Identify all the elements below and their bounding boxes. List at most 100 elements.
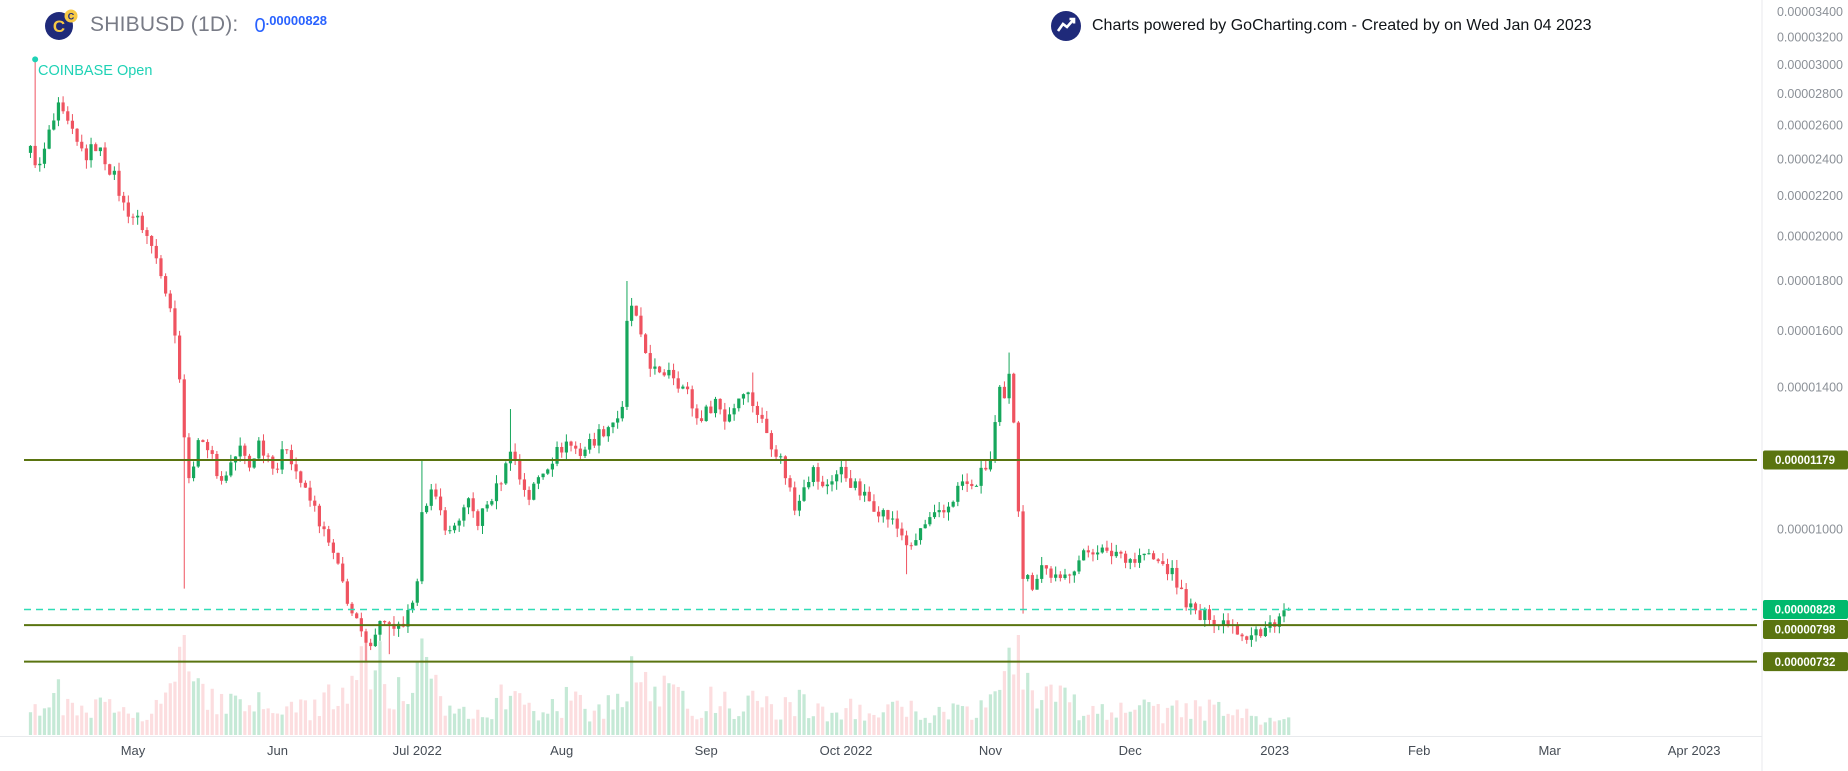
candle <box>839 460 843 483</box>
candle <box>984 460 988 471</box>
candle <box>816 462 820 490</box>
candle <box>238 437 242 462</box>
candle <box>802 479 806 502</box>
candle <box>807 476 811 490</box>
y-axis-label: 0.00003400 <box>1777 5 1843 19</box>
candle <box>564 434 568 461</box>
candle <box>583 446 587 458</box>
svg-text:0.00000732: 0.00000732 <box>1775 657 1836 669</box>
candle <box>103 142 107 171</box>
candle <box>522 473 527 497</box>
candle <box>974 484 979 487</box>
candle <box>863 484 867 502</box>
candle <box>569 440 573 452</box>
candle <box>1091 548 1095 562</box>
candle <box>1044 565 1048 575</box>
candle <box>159 255 163 279</box>
candle <box>285 449 289 455</box>
candle <box>84 144 88 169</box>
candle <box>1203 607 1207 627</box>
candle <box>667 362 671 379</box>
candle <box>457 518 461 532</box>
candle <box>178 330 182 383</box>
candle <box>1175 559 1179 595</box>
candle <box>1184 583 1188 611</box>
candle <box>140 212 144 234</box>
candle <box>98 147 102 157</box>
attribution: Charts powered by GoCharting.com - Creat… <box>1050 10 1592 42</box>
candle <box>699 410 704 423</box>
candle <box>448 525 452 534</box>
x-axis-label: 2023 <box>1260 743 1289 758</box>
candle <box>443 507 447 536</box>
candle <box>1137 548 1142 568</box>
x-axis-label: Sep <box>695 743 718 758</box>
candle <box>94 142 98 152</box>
candle <box>411 600 415 613</box>
candle <box>1110 542 1114 565</box>
candle <box>415 578 419 606</box>
candle <box>452 522 457 534</box>
candle <box>345 578 349 606</box>
candle <box>611 422 615 434</box>
levels-layer <box>24 459 1757 663</box>
candle <box>858 478 862 501</box>
y-axis-label: 0.00001000 <box>1777 523 1843 537</box>
candle <box>877 506 881 523</box>
symbol-title[interactable]: SHIBUSD (1D): <box>90 13 239 36</box>
candle <box>145 227 149 245</box>
candle <box>462 504 466 527</box>
candle <box>932 504 937 519</box>
candle <box>779 453 783 464</box>
candle <box>811 465 815 487</box>
x-axis-label: Oct 2022 <box>820 743 873 758</box>
candle <box>881 508 885 523</box>
candle <box>136 209 140 225</box>
candle <box>429 483 433 511</box>
candle <box>313 495 317 512</box>
candle <box>168 290 172 313</box>
candle <box>923 519 927 529</box>
candle <box>602 425 606 438</box>
candle <box>965 473 969 492</box>
candle <box>480 508 485 534</box>
candle <box>494 475 499 510</box>
candle <box>150 235 154 254</box>
candle <box>904 530 909 575</box>
candle <box>751 372 755 413</box>
x-axis-label: Aug <box>550 743 573 758</box>
candle <box>909 542 913 550</box>
candle <box>331 539 335 560</box>
candle <box>657 365 662 374</box>
candle <box>532 481 536 501</box>
candle <box>122 191 126 211</box>
candle <box>946 502 951 521</box>
candle <box>355 612 359 619</box>
candle <box>727 407 732 423</box>
x-axis-label: Jun <box>267 743 288 758</box>
candle <box>630 297 634 327</box>
candle <box>1263 621 1267 638</box>
candle <box>117 162 121 202</box>
candle <box>1072 570 1076 583</box>
candle <box>383 620 387 625</box>
candle <box>308 480 312 507</box>
candle <box>191 461 196 482</box>
candle <box>378 620 382 641</box>
candle <box>247 453 252 472</box>
candle <box>825 479 829 495</box>
svg-text:0.00000828: 0.00000828 <box>1775 605 1836 617</box>
candle <box>849 470 853 488</box>
candle <box>560 442 564 458</box>
candle <box>993 415 997 463</box>
candle <box>821 475 825 488</box>
series-open-marker <box>32 56 39 63</box>
candle <box>52 113 56 131</box>
candle <box>271 455 275 475</box>
candle <box>830 475 834 492</box>
candle <box>1189 598 1193 615</box>
candle <box>713 396 718 418</box>
candle <box>229 454 233 478</box>
candle <box>1259 627 1263 638</box>
